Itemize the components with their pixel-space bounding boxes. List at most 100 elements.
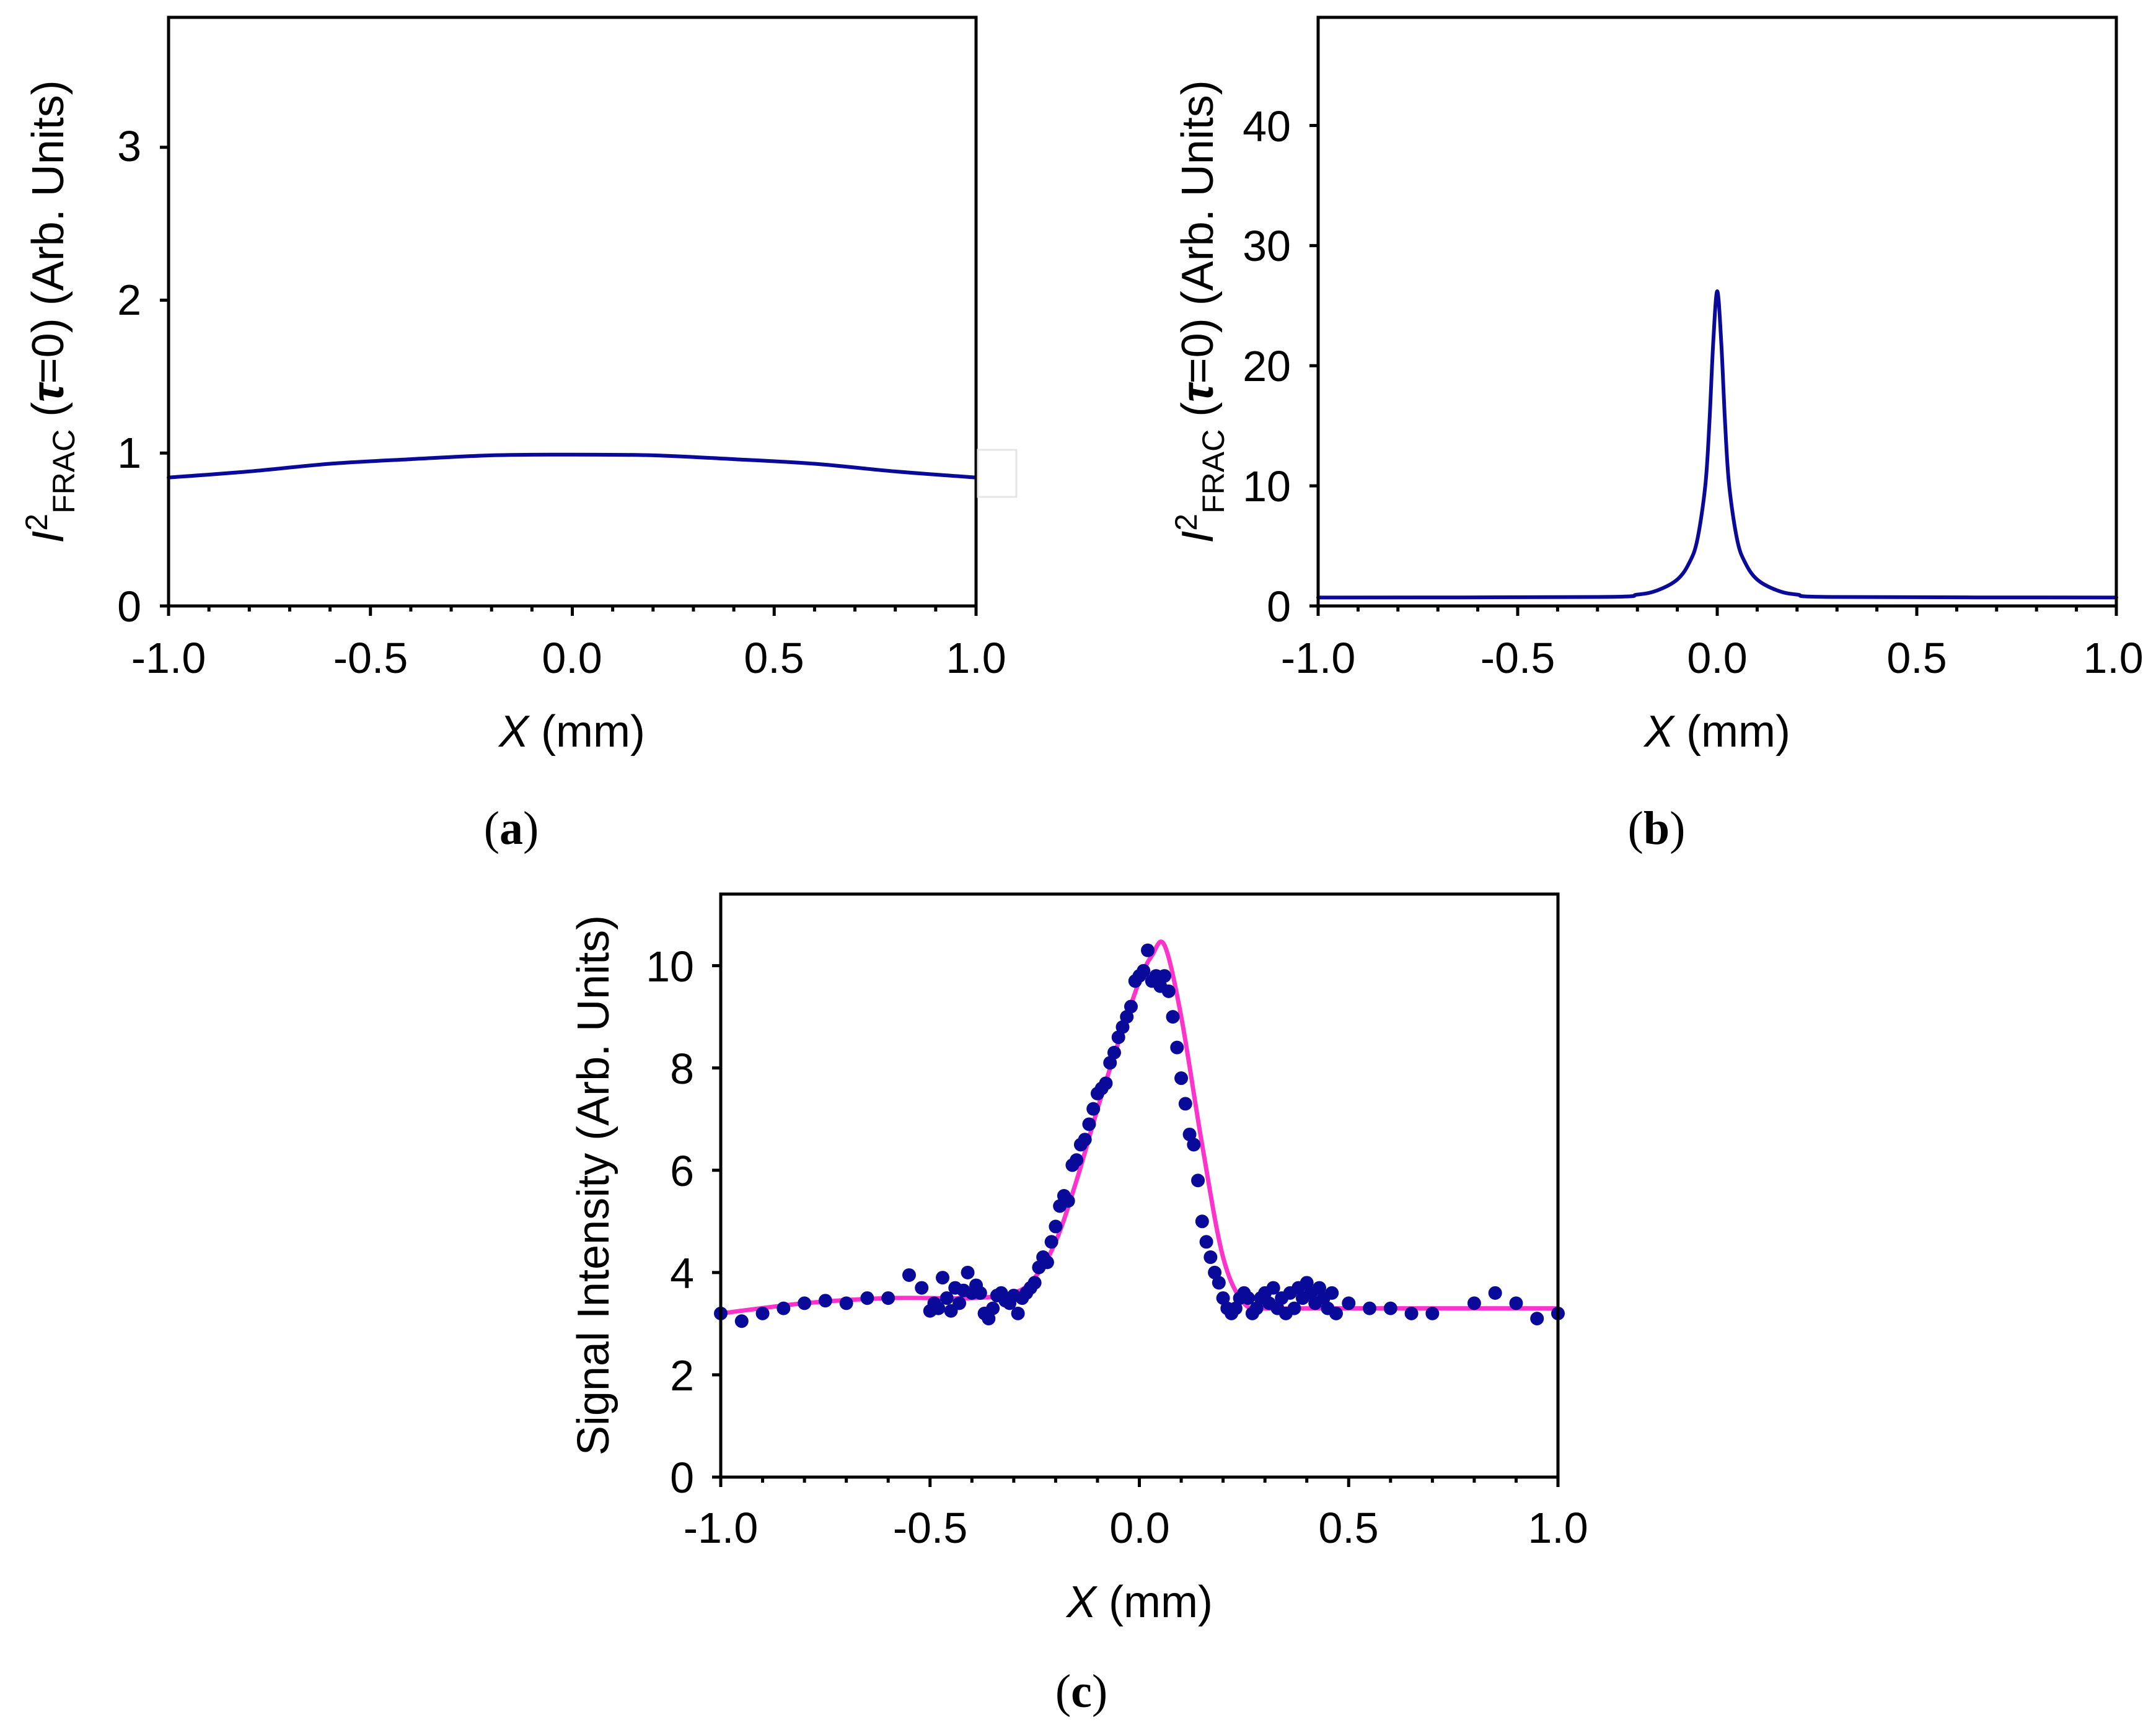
panel-b: 0 10 20 30 40 -1.0 -0.5 0.0 0.5 1.0 X (m… — [1169, 15, 2144, 854]
c-data-point — [734, 1314, 749, 1328]
c-data-point — [1070, 1153, 1084, 1167]
b-xlabel-rest: (mm) — [1674, 707, 1790, 757]
panel-c-label: (c) — [1055, 1665, 1107, 1718]
c-data-point — [986, 1301, 1000, 1315]
b-ylabel-sup: 2 — [1169, 514, 1203, 531]
c-data-point — [1509, 1296, 1523, 1310]
c-data-point — [982, 1312, 996, 1326]
c-data-point — [1191, 1174, 1205, 1188]
c-ytick-label: 0 — [670, 1454, 694, 1502]
panel-b-label: (b) — [1628, 802, 1686, 854]
c-data-point — [973, 1286, 987, 1300]
c-data-point — [1266, 1281, 1280, 1295]
c-data-point — [1044, 1235, 1058, 1249]
b-xtick-label: -1.0 — [1281, 634, 1356, 682]
c-data-point — [1467, 1296, 1481, 1310]
c-data-point — [1241, 1291, 1256, 1305]
b-xtick-label: 0.0 — [1687, 634, 1747, 682]
panel-b-frame — [1316, 15, 2118, 608]
panel-c-y-axis-label: Signal Intensity (Arb. Units) — [569, 915, 618, 1455]
c-data-point — [1011, 1306, 1025, 1320]
a-ytick-label: 1 — [117, 429, 141, 477]
a-I2FRAC-line — [167, 452, 978, 480]
c-data-point — [1325, 1286, 1339, 1300]
c-data-point — [1249, 1301, 1264, 1315]
panel-b-plot-area — [1316, 289, 2118, 600]
a-ylabel-sup: 2 — [19, 514, 54, 531]
c-data-point — [1158, 969, 1172, 983]
c-data-point — [1363, 1301, 1377, 1315]
panel-a-x-axis-label: X (mm) — [498, 707, 645, 757]
c-data-point — [1300, 1276, 1314, 1290]
c-data-point — [839, 1296, 853, 1310]
c-data-point — [1174, 1071, 1189, 1086]
c-data-point — [1199, 1235, 1213, 1249]
c-data-point — [953, 1296, 967, 1310]
panel-b-ticks — [1309, 123, 2118, 616]
panel-b-x-tick-labels: -1.0 -0.5 0.0 0.5 1.0 — [1281, 634, 2144, 682]
c-data-point — [1342, 1296, 1356, 1310]
c-data-point — [1203, 1250, 1218, 1265]
c-data-point — [1187, 1138, 1201, 1152]
c-data-point — [1166, 1010, 1180, 1024]
a-ytick-label: 3 — [117, 122, 141, 170]
b-ytick-label: 10 — [1243, 462, 1291, 511]
c-data-point — [1208, 1265, 1222, 1279]
c-data-point — [1082, 1117, 1096, 1131]
c-data-point — [1103, 1056, 1117, 1070]
c-data-point — [931, 1301, 946, 1315]
panel-c-y-tick-labels: 0 2 4 6 8 10 — [646, 942, 694, 1502]
c-data-point — [777, 1301, 791, 1315]
c-xlabel-var: X — [1065, 1577, 1098, 1627]
c-data-point — [1329, 1306, 1343, 1320]
panel-c-x-tick-labels: -1.0 -0.5 0.0 0.5 1.0 — [684, 1504, 1588, 1552]
a-xtick-label: -0.5 — [333, 634, 408, 682]
c-xtick-label: 0.0 — [1109, 1504, 1169, 1552]
a-xtick-label: -1.0 — [131, 634, 206, 682]
c-data-point — [1182, 1127, 1197, 1141]
c-data-point — [902, 1268, 916, 1282]
c-xtick-label: -0.5 — [893, 1504, 968, 1552]
c-data-point — [1107, 1045, 1121, 1060]
c-xtick-label: -1.0 — [684, 1504, 759, 1552]
c-data-point — [939, 1291, 954, 1305]
c-data-point — [1530, 1312, 1544, 1326]
c-data-point — [1195, 1214, 1209, 1229]
panel-a-x-tick-labels: -1.0 -0.5 0.0 0.5 1.0 — [131, 634, 1006, 682]
panel-c-x-axis-label: X (mm) — [1065, 1577, 1213, 1627]
c-data-point — [1099, 1076, 1113, 1090]
panel-a-small-box — [977, 449, 1018, 498]
c-data-point — [1120, 1010, 1134, 1024]
c-ytick-label: 2 — [670, 1351, 694, 1400]
b-ytick-label: 30 — [1243, 222, 1291, 270]
c-data-point — [1287, 1301, 1301, 1315]
a-ylabel-mid: ( — [24, 402, 73, 429]
c-data-point — [1216, 1291, 1230, 1305]
c-data-point — [1086, 1102, 1101, 1116]
c-data-point — [860, 1291, 874, 1305]
c-data-point — [915, 1281, 929, 1295]
c-data-point — [936, 1271, 950, 1285]
c-data-point — [961, 1265, 975, 1279]
c-data-point — [1488, 1286, 1502, 1300]
c-data-point — [1170, 1040, 1184, 1055]
c-data-point — [1049, 1219, 1063, 1234]
panel-b-y-axis-label: I2FRAC (τ=0) (Arb. Units) — [1169, 80, 1231, 543]
c-data-point — [1115, 1020, 1130, 1034]
panel-c-label-letter: c — [1071, 1665, 1092, 1718]
b-xtick-label: -0.5 — [1481, 634, 1555, 682]
a-xlabel-var: X — [498, 707, 530, 757]
c-data-point — [1383, 1301, 1397, 1315]
c-data-point — [1061, 1194, 1075, 1208]
panel-a-label: (a) — [484, 802, 539, 854]
c-data-point — [798, 1296, 812, 1310]
c-fit-line — [718, 939, 1560, 1316]
c-data-point — [1137, 963, 1151, 978]
b-ytick-label: 40 — [1243, 102, 1291, 151]
panel-b-y-tick-labels: 0 10 20 30 40 — [1243, 102, 1291, 631]
panel-a-frame — [167, 15, 978, 608]
a-ytick-label: 2 — [117, 276, 141, 324]
a-ylabel-sub: FRAC — [46, 429, 81, 514]
c-ytick-label: 6 — [670, 1147, 694, 1195]
